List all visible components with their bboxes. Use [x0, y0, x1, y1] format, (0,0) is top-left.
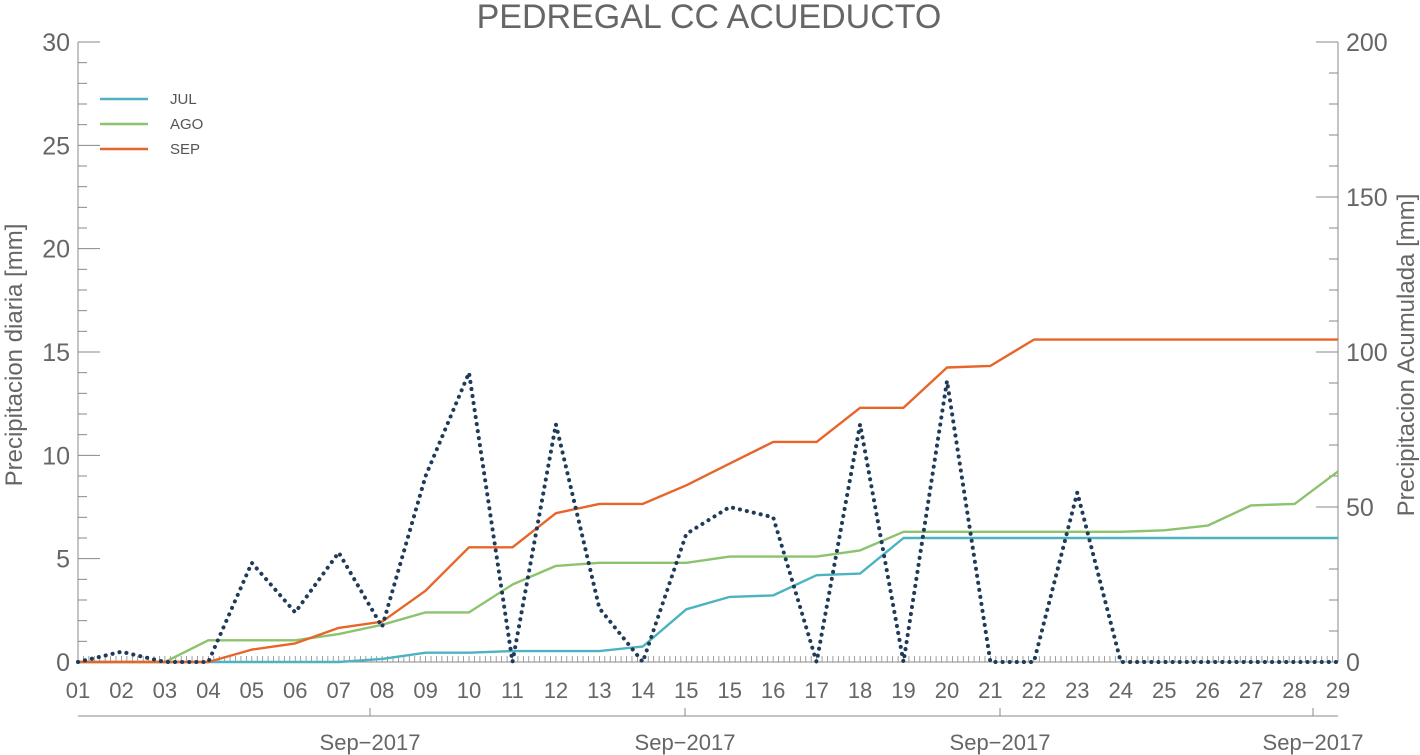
y-axis-right-ticks: 0 50 100 150 200 — [1316, 29, 1388, 677]
x-day-tick-label: 18 — [848, 678, 872, 703]
x-day-tick-label: 24 — [1109, 678, 1133, 703]
x-day-tick-label: 13 — [587, 678, 611, 703]
y-left-tick-label: 25 — [42, 132, 70, 160]
x-axis-day-ticks: 01 02 03 04 05 06 07 08 09 10 11 12 13 14 15 15 16 17 18 19… — [66, 656, 1350, 703]
x-month-tick-label: Sep−2017 — [950, 730, 1051, 755]
y-axis-right-label: Precipitacion Acumulada [mm] — [1393, 194, 1420, 517]
y-left-tick-label: 0 — [56, 649, 70, 677]
x-day-tick-label: 26 — [1195, 678, 1219, 703]
series-line-daily — [76, 370, 1340, 664]
x-month-tick-label: Sep−2017 — [320, 730, 421, 755]
x-day-tick-label: 22 — [1022, 678, 1046, 703]
x-day-tick-label: 06 — [283, 678, 307, 703]
y-left-tick-label: 30 — [42, 29, 70, 57]
x-day-tick-label: 15 — [674, 678, 698, 703]
x-day-tick-label: 16 — [761, 678, 785, 703]
x-day-tick-label: 07 — [326, 678, 350, 703]
x-day-tick-label: 04 — [196, 678, 220, 703]
x-day-tick-label: 29 — [1326, 678, 1350, 703]
y-right-tick-label: 0 — [1346, 649, 1360, 677]
x-day-tick-label: 27 — [1239, 678, 1263, 703]
series-line-sep — [78, 338, 1338, 664]
x-day-tick-label: 28 — [1282, 678, 1306, 703]
x-day-tick-label: 20 — [935, 678, 959, 703]
legend-label-sep: SEP — [170, 141, 200, 158]
x-month-tick-label: Sep−2017 — [635, 730, 736, 755]
y-right-tick-label: 50 — [1346, 494, 1374, 522]
x-day-tick-label: 09 — [413, 678, 437, 703]
x-day-tick-label: 23 — [1065, 678, 1089, 703]
x-day-tick-label: 08 — [370, 678, 394, 703]
y-axis-left-label: Precipitacion diaria [mm] — [1, 224, 28, 487]
x-day-tick-label: 01 — [66, 678, 90, 703]
y-left-tick-label: 5 — [56, 546, 70, 574]
x-day-tick-label: 03 — [153, 678, 177, 703]
y-right-tick-label: 150 — [1346, 184, 1388, 212]
axes — [77, 42, 1339, 717]
chart-title: PEDREGAL CC ACUEDUCTO — [477, 0, 942, 36]
x-axis-month-ticks: Sep−2017 Sep−2017 Sep−2017 Sep−2017 — [320, 708, 1364, 755]
x-day-tick-label: 10 — [457, 678, 481, 703]
series-line-ago — [78, 470, 1339, 664]
x-day-tick-label: 21 — [978, 678, 1002, 703]
x-day-tick-label: 14 — [631, 678, 655, 703]
x-day-tick-label: 19 — [891, 678, 915, 703]
x-day-tick-label: 02 — [109, 678, 133, 703]
legend-label-jul: JUL — [170, 91, 197, 108]
x-month-tick-label: Sep−2017 — [1263, 730, 1364, 755]
series-layer — [76, 338, 1340, 664]
x-day-tick-label: 12 — [544, 678, 568, 703]
y-left-tick-label: 20 — [42, 236, 70, 264]
y-axis-left-ticks: 0 5 10 15 20 25 30 — [42, 29, 100, 677]
legend: JUL AGO SEP — [100, 91, 203, 158]
y-right-tick-label: 100 — [1346, 339, 1388, 367]
y-left-tick-label: 10 — [42, 442, 70, 470]
y-left-tick-label: 15 — [42, 339, 70, 367]
x-day-tick-label: 17 — [804, 678, 828, 703]
y-right-tick-label: 200 — [1346, 29, 1388, 57]
series-line-jul — [78, 536, 1338, 664]
x-day-tick-label: 15 — [717, 678, 741, 703]
x-day-tick-label: 05 — [240, 678, 264, 703]
legend-label-ago: AGO — [170, 116, 203, 133]
x-day-tick-label: 11 — [501, 678, 524, 703]
x-day-tick-label: 25 — [1152, 678, 1176, 703]
